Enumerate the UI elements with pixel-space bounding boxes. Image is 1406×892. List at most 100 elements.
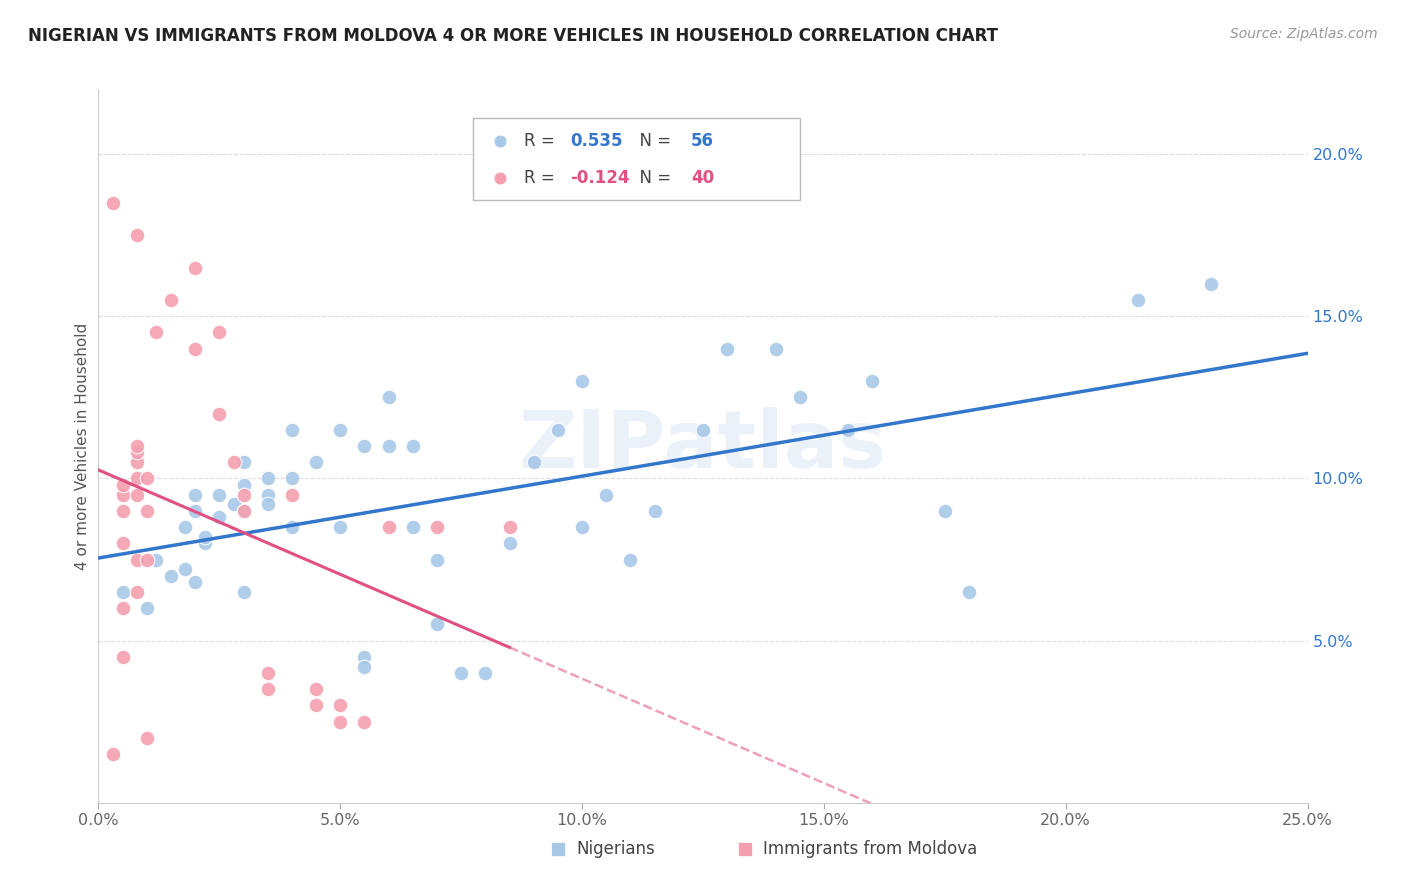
Point [111,536,134,550]
Text: NIGERIAN VS IMMIGRANTS FROM MOLDOVA 4 OR MORE VEHICLES IN HOUSEHOLD CORRELATION : NIGERIAN VS IMMIGRANTS FROM MOLDOVA 4 OR… [28,27,998,45]
Point [184,488,207,502]
Point [232,504,254,518]
Point [402,520,425,534]
Text: 40: 40 [690,169,714,187]
Point [145,326,167,340]
Point [127,228,149,243]
Point [547,423,569,437]
Point [184,575,207,590]
Point [450,666,472,681]
FancyBboxPatch shape [474,118,800,200]
Point [135,552,157,566]
Point [103,765,125,780]
Point [377,390,399,404]
Point [329,423,352,437]
Point [1128,293,1150,307]
Point [145,552,167,566]
Point [111,504,134,518]
Point [934,504,956,518]
Point [619,552,641,566]
Point [135,601,157,615]
Point [103,767,125,781]
Point [208,488,231,502]
Point [208,510,231,524]
Point [305,455,328,469]
Text: 0.535: 0.535 [569,132,623,150]
Point [184,504,207,518]
Text: N =: N = [630,132,676,150]
Text: N =: N = [630,169,676,187]
Text: Nigerians: Nigerians [576,840,655,858]
Point [837,423,859,437]
Point [135,471,157,485]
Point [426,520,449,534]
Point [111,601,134,615]
Point [860,374,883,388]
Point [174,520,197,534]
Point [127,488,149,502]
Point [232,488,254,502]
Point [1199,277,1222,291]
Text: -0.124: -0.124 [569,169,630,187]
Point [174,562,197,576]
Point [377,520,399,534]
Point [474,666,496,681]
Point [232,455,254,469]
Point [111,585,134,599]
Point [571,520,593,534]
Point [377,439,399,453]
Text: R =: R = [524,132,560,150]
Point [353,659,375,673]
Point [127,585,149,599]
Point [111,478,134,492]
Point [256,682,278,697]
Point [127,471,149,485]
Point [305,698,328,713]
Point [692,423,714,437]
Point [426,617,449,632]
Point [160,293,183,307]
Point [101,195,124,210]
Point [329,698,352,713]
Point [498,520,520,534]
Point [208,326,231,340]
Point [160,568,183,582]
Point [353,649,375,664]
Point [127,439,149,453]
Point [281,520,304,534]
Point [256,666,278,681]
Point [105,797,128,812]
Point [101,747,124,761]
Point [281,488,304,502]
Point [426,552,449,566]
Point [194,530,217,544]
Point [127,552,149,566]
Point [111,488,134,502]
Point [957,585,980,599]
Point [281,471,304,485]
Point [222,455,245,469]
Point [194,536,217,550]
Point [571,374,593,388]
Point [765,342,787,356]
Point [232,585,254,599]
Point [208,407,231,421]
Point [353,439,375,453]
Point [329,520,352,534]
Point [353,714,375,729]
Point [135,731,157,745]
Point [256,471,278,485]
Point [112,797,135,812]
Point [127,445,149,459]
Point [256,497,278,511]
Point [232,478,254,492]
Point [127,455,149,469]
Point [184,260,207,275]
Point [184,342,207,356]
Point [305,682,328,697]
Point [523,455,546,469]
Point [256,488,278,502]
Y-axis label: 4 or more Vehicles in Household: 4 or more Vehicles in Household [75,322,90,570]
Point [498,536,520,550]
Text: 56: 56 [690,132,714,150]
